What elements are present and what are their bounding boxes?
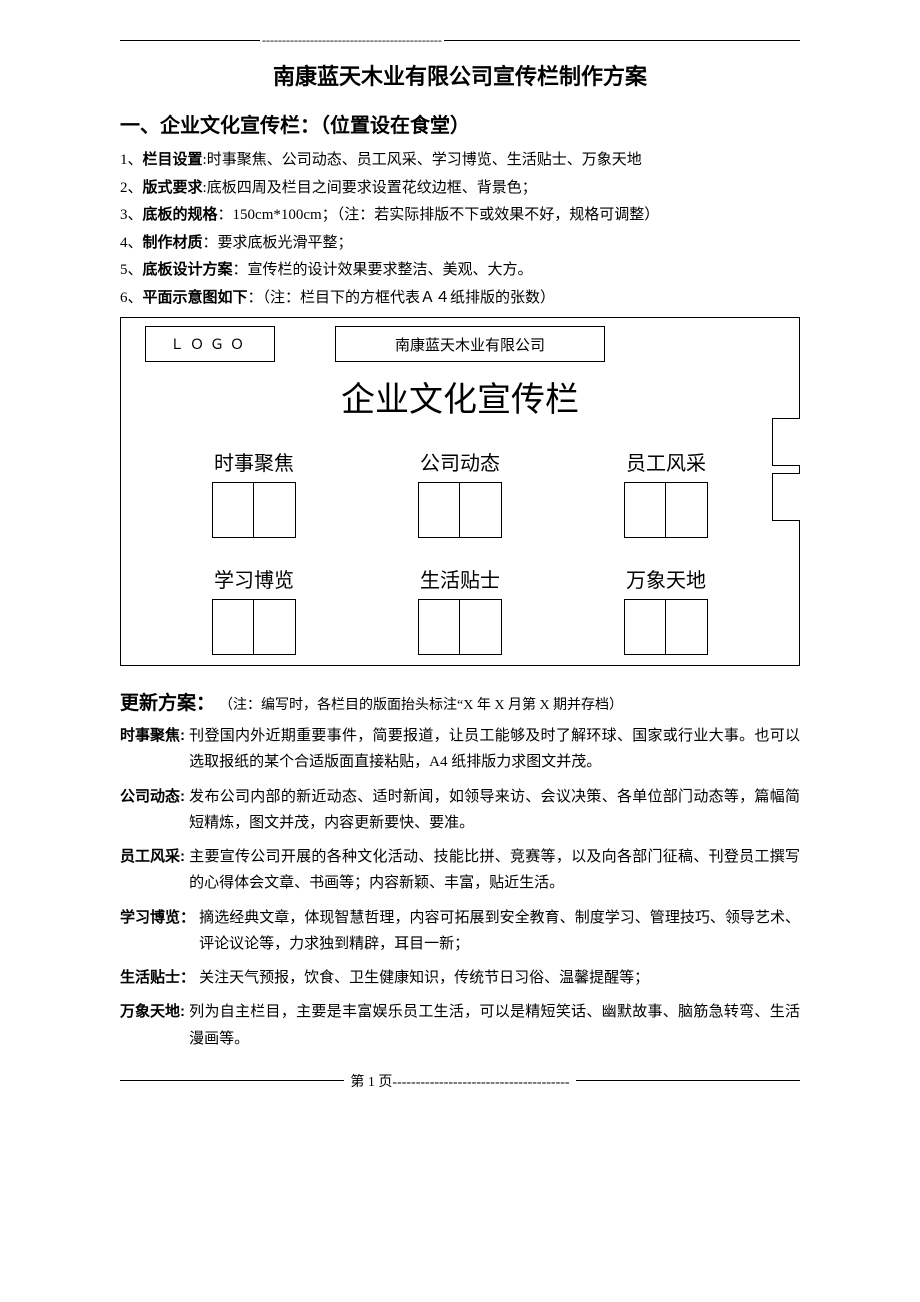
paragraph-body: 摘选经典文章，体现智慧哲理，内容可拓展到安全教育、制度学习、管理技巧、领导艺术、… (199, 905, 800, 958)
paragraph-body: 列为自主栏目，主要是丰富娱乐员工生活，可以是精短笑话、幽默故事、脑筋急转弯、生活… (189, 999, 800, 1052)
diagram-column-label: 学习博览 (214, 564, 294, 593)
company-name-box: 南康蓝天木业有限公司 (335, 326, 605, 362)
a4-box (666, 599, 708, 655)
diagram-column: 万象天地 (581, 564, 751, 655)
footer-page-number: 第 1 页 (350, 1075, 392, 1090)
document-title: 南康蓝天木业有限公司宣传栏制作方案 (120, 59, 800, 91)
diagram-column-label: 万象天地 (626, 564, 706, 593)
numbered-list: 1、栏目设置:时事聚焦、公司动态、员工风采、学习博览、生活贴士、万象天地2、版式… (120, 148, 800, 311)
update-paragraphs: 时事聚焦: 刊登国内外近期重要事件，简要报道，让员工能够及时了解环球、国家或行业… (120, 723, 800, 1052)
a4-page-boxes (624, 599, 708, 655)
side-notch (772, 473, 800, 521)
document-page: ----------------------------------------… (120, 40, 800, 1101)
a4-page-boxes (418, 482, 502, 538)
section-heading: 一、企业文化宣传栏：（位置设在食堂） (120, 109, 800, 138)
paragraph-body: 主要宣传公司开展的各种文化活动、技能比拼、竞赛等，以及向各部门征稿、刊登员工撰写… (189, 844, 800, 897)
a4-box (460, 599, 502, 655)
paragraph-label: 公司动态: (120, 784, 189, 837)
diagram-row-1: 时事聚焦 公司动态 员工风采 (121, 447, 799, 538)
update-paragraph: 时事聚焦: 刊登国内外近期重要事件，简要报道，让员工能够及时了解环球、国家或行业… (120, 723, 800, 776)
paragraph-label: 学习博览： (120, 905, 199, 958)
numbered-item: 2、版式要求:底板四周及栏目之间要求设置花纹边框、背景色； (120, 176, 800, 202)
a4-box (624, 482, 666, 538)
diagram-column-label: 员工风采 (626, 447, 706, 476)
diagram-column-label: 生活贴士 (420, 564, 500, 593)
side-notch (772, 418, 800, 466)
numbered-item: 6、平面示意图如下：（注：栏目下的方框代表Ａ４纸排版的张数） (120, 286, 800, 312)
diagram-column: 时事聚焦 (169, 447, 339, 538)
a4-box (460, 482, 502, 538)
top-horizontal-rule: ----------------------------------------… (120, 40, 800, 41)
a4-box (254, 599, 296, 655)
a4-box (212, 482, 254, 538)
diagram-column: 公司动态 (375, 447, 545, 538)
a4-page-boxes (212, 599, 296, 655)
diagram-column: 员工风采 (581, 447, 751, 538)
update-paragraph: 公司动态: 发布公司内部的新近动态、适时新闻，如领导来访、会议决策、各单位部门动… (120, 784, 800, 837)
a4-page-boxes (212, 482, 296, 538)
update-paragraph: 员工风采: 主要宣传公司开展的各种文化活动、技能比拼、竞赛等，以及向各部门征稿、… (120, 844, 800, 897)
update-paragraph: 学习博览： 摘选经典文章，体现智慧哲理，内容可拓展到安全教育、制度学习、管理技巧… (120, 905, 800, 958)
paragraph-body: 发布公司内部的新近动态、适时新闻，如领导来访、会议决策、各单位部门动态等，篇幅简… (189, 784, 800, 837)
diagram-column-label: 公司动态 (420, 447, 500, 476)
update-heading: 更新方案： (120, 693, 215, 714)
layout-diagram: ＬＯＧＯ 南康蓝天木业有限公司 企业文化宣传栏 时事聚焦 公司动态 员工风采 学习博… (120, 317, 800, 666)
update-paragraph: 生活贴士： 关注天气预报，饮食、卫生健康知识，传统节日习俗、温馨提醒等； (120, 965, 800, 991)
paragraph-body: 关注天气预报，饮食、卫生健康知识，传统节日习俗、温馨提醒等； (199, 965, 800, 991)
numbered-item: 4、制作材质：要求底板光滑平整； (120, 231, 800, 257)
a4-box (624, 599, 666, 655)
diagram-column: 学习博览 (169, 564, 339, 655)
update-paragraph: 万象天地: 列为自主栏目，主要是丰富娱乐员工生活，可以是精短笑话、幽默故事、脑筋… (120, 999, 800, 1052)
update-section-heading-line: 更新方案： （注：编写时，各栏目的版面抬头标注“X 年 X 月第 X 期并存档） (120, 688, 800, 715)
paragraph-label: 时事聚焦: (120, 723, 189, 776)
diagram-column: 生活贴士 (375, 564, 545, 655)
paragraph-label: 万象天地: (120, 999, 189, 1052)
a4-box (254, 482, 296, 538)
diagram-main-title: 企业文化宣传栏 (121, 372, 799, 421)
update-note: （注：编写时，各栏目的版面抬头标注“X 年 X 月第 X 期并存档） (219, 698, 623, 713)
a4-page-boxes (624, 482, 708, 538)
paragraph-body: 刊登国内外近期重要事件，简要报道，让员工能够及时了解环球、国家或行业大事。也可以… (189, 723, 800, 776)
numbered-item: 5、底板设计方案：宣传栏的设计效果要求整洁、美观、大方。 (120, 258, 800, 284)
diagram-header-row: ＬＯＧＯ 南康蓝天木业有限公司 (121, 326, 799, 362)
page-footer: 第 1 页-----------------------------------… (120, 1080, 800, 1101)
paragraph-label: 员工风采: (120, 844, 189, 897)
diagram-column-label: 时事聚焦 (214, 447, 294, 476)
footer-dashes: -------------------------------------- (392, 1075, 569, 1090)
a4-box (418, 482, 460, 538)
a4-page-boxes (418, 599, 502, 655)
a4-box (418, 599, 460, 655)
top-dashes: ----------------------------------------… (260, 33, 444, 48)
numbered-item: 1、栏目设置:时事聚焦、公司动态、员工风采、学习博览、生活贴士、万象天地 (120, 148, 800, 174)
diagram-row-2: 学习博览 生活贴士 万象天地 (121, 564, 799, 655)
a4-box (666, 482, 708, 538)
numbered-item: 3、底板的规格：150cm*100cm；（注：若实际排版不下或效果不好，规格可调… (120, 203, 800, 229)
a4-box (212, 599, 254, 655)
paragraph-label: 生活贴士： (120, 965, 199, 991)
logo-placeholder-box: ＬＯＧＯ (145, 326, 275, 362)
